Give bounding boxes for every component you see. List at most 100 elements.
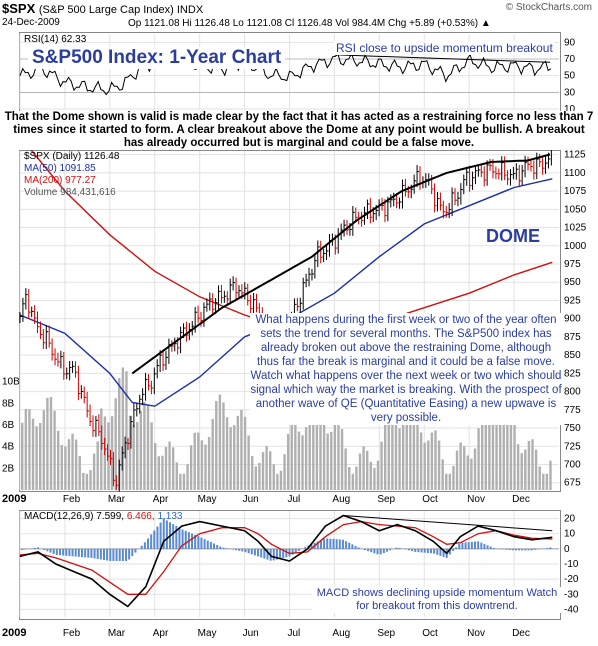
y-tick-label: 30: [564, 87, 576, 98]
volume-bar: [136, 422, 139, 490]
macd-histogram-bar: [373, 548, 376, 554]
volume-bar: [463, 446, 466, 490]
macd-histogram-bar: [282, 548, 285, 559]
volume-bar: [427, 440, 430, 490]
x-tick-label: Oct: [422, 628, 438, 639]
volume-bar: [82, 472, 85, 490]
macd-trendline: [343, 515, 553, 532]
volume-bar: [114, 398, 117, 490]
y-tick-label: 10: [564, 104, 576, 115]
volume-bar: [56, 430, 60, 490]
macd-histogram-bar: [55, 548, 58, 555]
macd-histogram-bar: [21, 548, 24, 550]
chart-title: S&P500 Index: 1-Year Chart: [28, 47, 286, 69]
macd-histogram-bar: [442, 548, 445, 557]
macd-histogram-bar: [335, 539, 338, 549]
macd-histogram-bar: [448, 548, 451, 555]
macd-histogram-bar: [518, 548, 521, 551]
macd-note: MACD shows declining upside momentum Wat…: [312, 587, 562, 613]
macd-histogram-bar: [153, 530, 156, 549]
volume-bar: [351, 473, 355, 490]
macd-histogram-bar: [147, 538, 150, 549]
macd-histogram-bar: [536, 548, 539, 550]
y-tick-label: 1050: [564, 204, 587, 215]
x-tick-label: Mar: [108, 494, 126, 505]
volume-bar: [524, 449, 527, 490]
chart-symbol: $SPX (S&P 500 Large Cap Index) INDX: [2, 1, 203, 16]
volume-bar: [28, 409, 31, 490]
macd-histogram-bar: [131, 548, 134, 557]
y-tick-label: 775: [564, 405, 581, 416]
volume-bar: [337, 419, 340, 490]
macd-histogram-bar: [241, 548, 244, 552]
macd-histogram-bar: [206, 540, 209, 549]
histogram-value: 1.133: [157, 511, 183, 522]
macd-histogram-bar: [140, 545, 143, 549]
volume-bar: [215, 400, 218, 490]
volume-bar: [502, 405, 505, 490]
volume-bar: [380, 441, 383, 490]
x-tick-label: Jul: [288, 628, 301, 639]
macd-histogram-bar: [36, 547, 39, 549]
macd-histogram-bar: [43, 548, 46, 550]
volume-bar: [53, 410, 56, 490]
macd-histogram-bar: [172, 524, 175, 549]
macd-histogram-bar: [68, 548, 71, 557]
volume-bar: [204, 444, 207, 490]
volume-bar: [452, 465, 455, 490]
volume-bar: [268, 451, 272, 490]
x-tick-label: Feb: [63, 628, 81, 639]
macd-line: [19, 514, 553, 608]
macd-histogram-bar: [492, 547, 495, 549]
volume-bar: [247, 435, 250, 490]
macd-histogram-bar: [423, 548, 426, 553]
volume-bar: [243, 416, 247, 490]
y-tick-label: 1125: [564, 150, 586, 161]
volume-bar: [71, 433, 74, 490]
macd-histogram-bar: [112, 548, 115, 561]
macd-histogram-bar: [191, 533, 194, 549]
macd-histogram-bar: [414, 548, 417, 552]
macd-histogram-bar: [502, 548, 505, 550]
y-tick-label: 925: [564, 295, 581, 306]
macd-histogram-bar: [125, 548, 128, 561]
volume-bar: [179, 473, 182, 490]
y-tick-label: -10: [564, 559, 579, 570]
dome-arc: [131, 153, 551, 375]
macd-histogram-bar: [483, 543, 486, 549]
volume-bar: [286, 434, 290, 490]
y-tick-label: 50: [564, 71, 576, 82]
y-tick-label: 850: [564, 350, 581, 361]
macd-histogram-bar: [323, 538, 326, 549]
y-tick-label: 900: [564, 314, 581, 325]
volume-bar: [441, 459, 444, 490]
rsi-note: RSI close to upside momentum breakout: [334, 41, 555, 55]
volume-bar: [89, 470, 92, 490]
x-tick-label: Jun: [243, 628, 259, 639]
volume-bar: [383, 421, 387, 490]
rsi-trendline: [334, 54, 551, 63]
volume-bar: [78, 455, 81, 490]
volume-bar: [405, 405, 408, 490]
macd-histogram-bar: [304, 547, 307, 549]
macd-histogram-bar: [253, 548, 256, 556]
volume-bar: [272, 464, 275, 490]
macd-histogram-bar: [244, 548, 247, 553]
volume-bar: [387, 411, 390, 490]
macd-histogram-bar: [363, 548, 366, 551]
volume-bar: [236, 415, 240, 490]
x-tick-label: Feb: [63, 494, 81, 505]
y-tick-label: 1100: [564, 168, 586, 179]
volume-tick-label: 2B: [2, 463, 15, 474]
volume-bar: [315, 393, 319, 490]
y-tick-label: 975: [564, 259, 581, 270]
macd-histogram-bar: [222, 547, 225, 549]
volume-bar: [171, 447, 175, 490]
volume-bar: [362, 446, 365, 490]
x-tick-label: Nov: [467, 628, 485, 639]
macd-histogram-bar: [213, 543, 216, 549]
volume-bar: [254, 466, 258, 490]
volume-bar: [480, 409, 484, 490]
macd-histogram-bar: [197, 536, 200, 549]
